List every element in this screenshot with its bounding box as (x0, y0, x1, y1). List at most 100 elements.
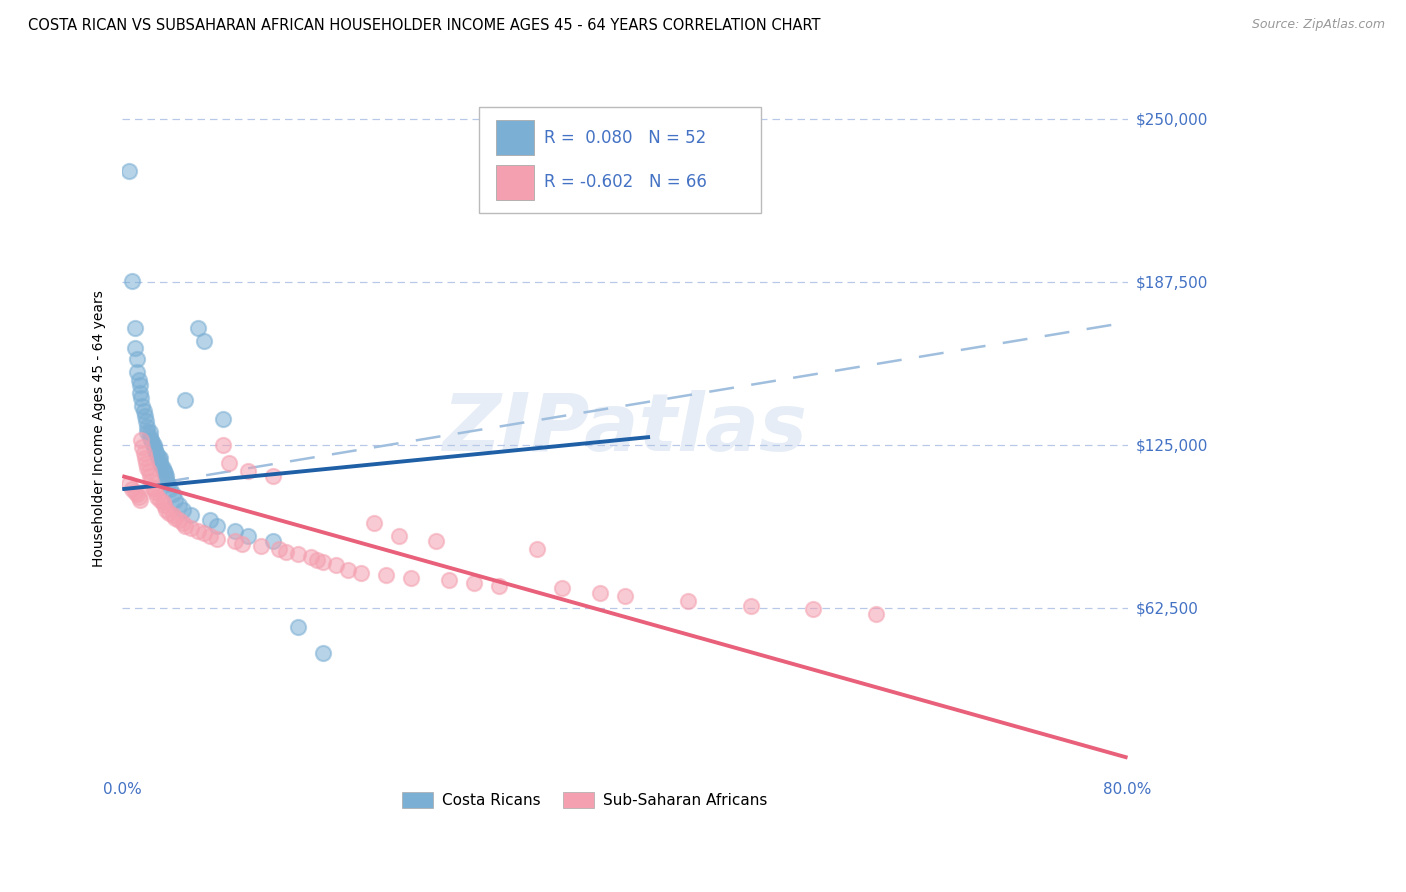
Point (128, 373, 150, 387)
Point (375, 568, 398, 582)
Point (200, 513, 222, 527)
Point (132, 404, 155, 418)
Point (146, 490, 169, 504)
Y-axis label: Householder Income Ages 45 - 64 years: Householder Income Ages 45 - 64 years (93, 290, 107, 567)
Point (128, 492, 150, 507)
Point (132, 445, 155, 459)
Point (153, 467, 176, 481)
Point (131, 399, 153, 413)
Point (337, 563, 360, 577)
Point (803, 602, 825, 616)
Text: ZIPatlas: ZIPatlas (443, 390, 807, 467)
Point (150, 458, 173, 473)
Point (141, 475, 163, 489)
Point (180, 508, 202, 523)
Point (155, 472, 177, 486)
Point (165, 511, 187, 525)
Point (236, 529, 259, 543)
Point (149, 450, 172, 465)
Point (463, 576, 485, 591)
Point (167, 513, 190, 527)
Point (127, 365, 149, 379)
Point (325, 558, 347, 572)
Point (211, 438, 233, 452)
Point (152, 498, 174, 512)
Point (128, 490, 150, 504)
Point (121, 274, 143, 288)
Point (136, 425, 159, 439)
Point (174, 518, 197, 533)
Point (142, 482, 165, 496)
Point (167, 498, 190, 512)
Point (142, 438, 165, 452)
Point (139, 430, 162, 444)
Point (350, 566, 373, 580)
Point (136, 419, 159, 434)
Point (165, 492, 187, 507)
Point (262, 469, 284, 483)
Point (589, 586, 612, 600)
Point (136, 461, 159, 475)
Point (152, 495, 174, 509)
Point (128, 377, 150, 392)
Point (127, 487, 149, 501)
Point (224, 534, 246, 549)
Point (526, 542, 548, 557)
Point (187, 320, 209, 334)
Point (135, 414, 157, 428)
Point (437, 574, 460, 588)
Point (152, 464, 174, 478)
Point (159, 482, 181, 496)
Point (143, 484, 166, 499)
Point (200, 529, 222, 543)
Point (312, 646, 335, 660)
Point (224, 524, 246, 538)
Point (193, 334, 215, 348)
Point (149, 492, 172, 507)
Point (124, 320, 146, 334)
Point (131, 441, 153, 455)
Point (117, 477, 139, 491)
Point (425, 534, 447, 549)
Point (124, 484, 146, 499)
Point (145, 445, 167, 459)
Point (141, 433, 163, 447)
Point (172, 503, 194, 517)
Point (740, 599, 762, 614)
Point (180, 521, 202, 535)
Point (162, 487, 184, 501)
Point (187, 524, 209, 538)
Point (143, 443, 166, 458)
Point (141, 479, 163, 493)
Point (121, 482, 143, 496)
Point (174, 393, 197, 408)
Point (135, 456, 157, 470)
Point (205, 518, 228, 533)
Point (124, 342, 146, 356)
Point (146, 448, 169, 462)
Point (307, 552, 329, 566)
Point (141, 435, 163, 450)
Point (127, 351, 149, 366)
Point (287, 547, 309, 561)
Point (312, 555, 335, 569)
Point (155, 503, 177, 517)
Point (134, 450, 156, 465)
Point (142, 441, 165, 455)
FancyBboxPatch shape (496, 120, 534, 155)
Point (117, 164, 139, 178)
Point (269, 542, 291, 557)
Point (129, 391, 152, 405)
Point (138, 464, 160, 478)
Point (211, 411, 233, 425)
Legend: Costa Ricans, Sub-Saharan Africans: Costa Ricans, Sub-Saharan Africans (396, 786, 773, 814)
Point (488, 578, 510, 592)
Point (401, 571, 423, 585)
Point (231, 537, 253, 551)
Point (156, 477, 179, 491)
FancyBboxPatch shape (479, 107, 761, 213)
Point (262, 534, 284, 549)
Point (274, 544, 297, 558)
Point (149, 456, 172, 470)
Point (249, 540, 271, 554)
